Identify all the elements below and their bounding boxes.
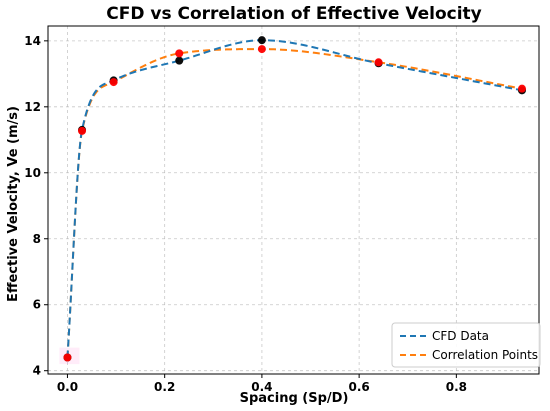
- y-tick-label: 10: [24, 166, 41, 180]
- grid: [48, 26, 539, 374]
- data-point-cfd-data: [257, 36, 266, 45]
- x-tick-label: 0.2: [154, 380, 175, 394]
- data-point-cfd-data: [175, 56, 184, 65]
- data-point-correlation-points: [78, 126, 87, 135]
- legend-label-cfd-data: CFD Data: [432, 329, 489, 343]
- data-point-correlation-points: [109, 78, 118, 87]
- series-markers: [63, 36, 526, 362]
- y-tick-label: 6: [33, 298, 41, 312]
- y-tick-label: 8: [33, 232, 41, 246]
- data-point-correlation-points: [175, 49, 184, 58]
- legend: CFD Data Correlation Points: [391, 322, 541, 368]
- x-tick-label: 0.8: [446, 380, 467, 394]
- y-tick-label: 14: [24, 34, 41, 48]
- x-tick-label: 0.4: [251, 380, 272, 394]
- y-axis-ticks: 4 6 8 10 12 14: [24, 34, 48, 378]
- x-tick-label: 0.0: [57, 380, 78, 394]
- x-axis-ticks: 0.0 0.2 0.4 0.6 0.8: [57, 374, 467, 394]
- x-axis-label: Spacing (Sp/D): [240, 391, 349, 406]
- data-point-correlation-points: [374, 58, 383, 67]
- y-tick-label: 12: [24, 100, 41, 114]
- y-axis-label: Effective Velocity, Ve (m/s): [6, 106, 21, 302]
- data-point-correlation-points: [517, 84, 526, 93]
- data-point-correlation-points: [257, 45, 266, 54]
- data-point-correlation-points: [63, 353, 72, 362]
- y-tick-label: 4: [33, 364, 41, 378]
- legend-box: [391, 322, 541, 368]
- chart-title: CFD vs Correlation of Effective Velocity: [106, 4, 482, 24]
- legend-label-correlation-points: Correlation Points: [432, 348, 538, 362]
- plot-background: [48, 26, 539, 374]
- x-tick-label: 0.6: [348, 380, 369, 394]
- plot-frame: [47, 25, 540, 375]
